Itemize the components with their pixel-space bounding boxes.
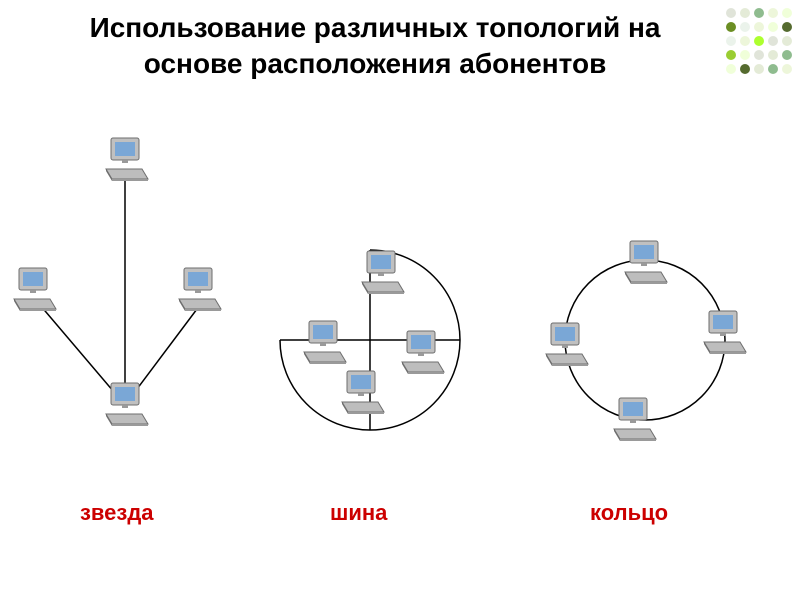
title-line1: Использование различных топологий на <box>0 10 750 46</box>
ring-node-2 <box>700 308 748 356</box>
ring-node-1 <box>542 320 590 368</box>
star-node-1 <box>10 265 58 313</box>
bus-node-3 <box>398 328 446 376</box>
star-node-3 <box>102 380 150 428</box>
star-node-0 <box>102 135 150 183</box>
star-node-2 <box>175 265 223 313</box>
bus-node-2 <box>338 368 386 416</box>
caption-bus: шина <box>330 500 387 526</box>
ring-node-0 <box>621 238 669 286</box>
caption-star: звезда <box>80 500 154 526</box>
caption-ring: кольцо <box>590 500 668 526</box>
bus-node-0 <box>358 248 406 296</box>
page-title: Использование различных топологий на осн… <box>0 10 750 83</box>
ring-node-3 <box>610 395 658 443</box>
title-line2: основе расположения абонентов <box>0 46 750 82</box>
bus-node-1 <box>300 318 348 366</box>
